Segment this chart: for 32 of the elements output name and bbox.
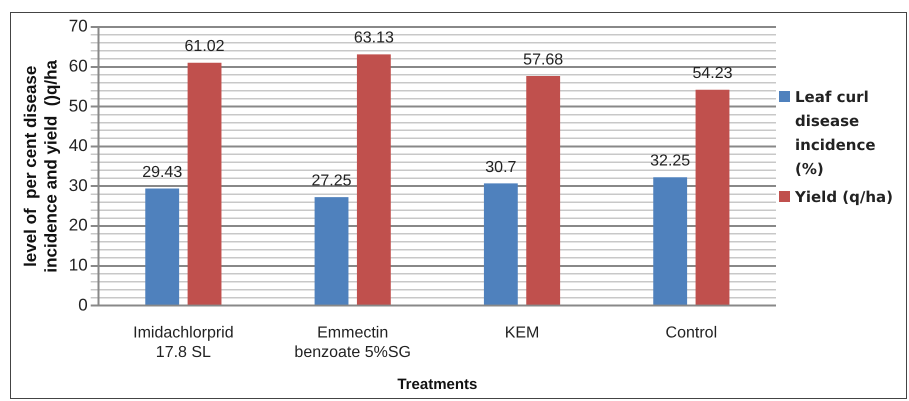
y-tick-label: 70 bbox=[68, 16, 88, 36]
y-tick-label: 10 bbox=[68, 255, 88, 274]
y-axis-title: level of per cent disease incidence and yield ()q/ha bbox=[20, 59, 60, 273]
data-label: 54.23 bbox=[692, 65, 733, 82]
data-label: 57.68 bbox=[523, 51, 564, 68]
bar bbox=[526, 76, 560, 305]
bar bbox=[356, 54, 391, 305]
y-tick-label: 60 bbox=[68, 56, 88, 76]
y-tick-label: 40 bbox=[68, 136, 88, 156]
y-tick-label: 30 bbox=[68, 176, 88, 195]
y-tick-label: 0 bbox=[78, 295, 88, 314]
x-tick-label: Emmectin benzoate 5%SG bbox=[294, 324, 411, 361]
bar bbox=[145, 188, 180, 305]
bar bbox=[484, 183, 518, 305]
y-tick-label: 50 bbox=[68, 96, 88, 116]
bar bbox=[314, 197, 348, 305]
legend-label: Leaf curl disease incidence (%) bbox=[795, 87, 877, 180]
x-tick-label: Control bbox=[666, 324, 718, 342]
x-axis-title: Treatments bbox=[397, 376, 478, 394]
y-tick-label: 20 bbox=[68, 216, 88, 235]
x-tick-label: KEM bbox=[504, 324, 540, 342]
data-label: 27.25 bbox=[312, 172, 352, 190]
data-label: 30.7 bbox=[485, 158, 517, 176]
bar bbox=[188, 62, 222, 305]
data-label: 29.43 bbox=[142, 164, 182, 181]
x-tick-label: Imidachlorprid 17.8 SL bbox=[133, 324, 234, 361]
bar bbox=[696, 90, 730, 305]
data-label: 63.13 bbox=[354, 30, 394, 47]
legend-label: Yield (q/ha) bbox=[795, 187, 894, 208]
data-label: 32.25 bbox=[650, 152, 690, 170]
data-label: 61.02 bbox=[184, 38, 225, 56]
bar bbox=[653, 177, 688, 305]
